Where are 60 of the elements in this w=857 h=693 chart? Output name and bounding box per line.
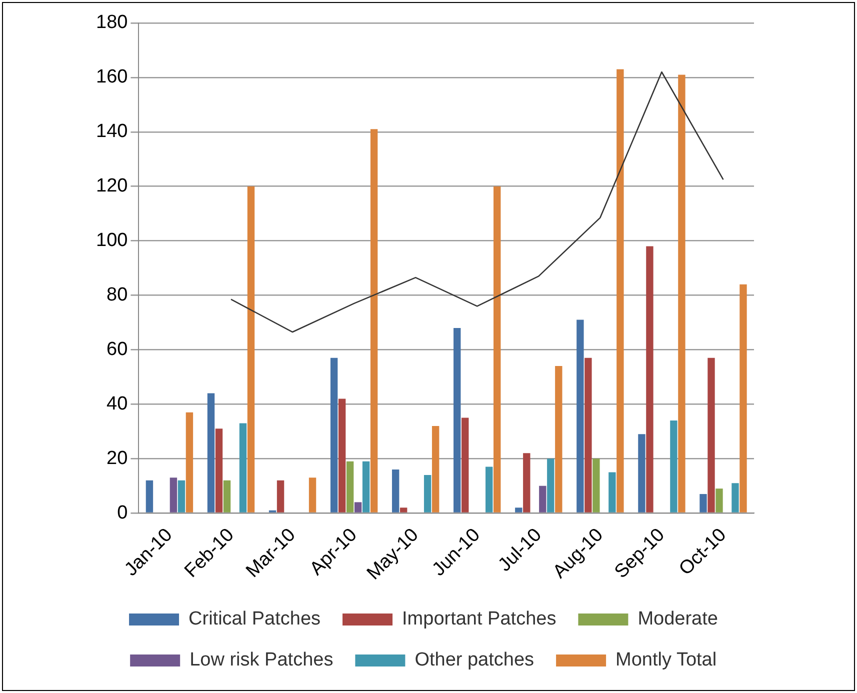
bar xyxy=(515,508,522,512)
y-tick-label: 60 xyxy=(106,338,128,360)
legend-label: Montly Total xyxy=(616,650,717,671)
bar xyxy=(616,69,624,512)
y-tick-label: 180 xyxy=(96,12,128,34)
bar xyxy=(362,461,370,512)
bar xyxy=(592,458,600,512)
bar xyxy=(424,474,432,512)
y-tick-label: 160 xyxy=(96,66,128,88)
bar xyxy=(486,466,493,512)
bar xyxy=(646,246,654,512)
bar xyxy=(276,480,284,512)
bar xyxy=(584,358,592,512)
bar xyxy=(700,494,707,512)
legend-label: Low risk Patches xyxy=(190,650,334,671)
bar xyxy=(370,129,378,512)
bar xyxy=(523,453,530,512)
bar xyxy=(462,418,469,512)
y-tick-label: 120 xyxy=(96,176,128,197)
y-tick-label: 0 xyxy=(117,502,128,524)
bar xyxy=(346,461,354,512)
bar xyxy=(186,412,194,512)
bar xyxy=(354,502,362,512)
bar xyxy=(732,483,739,512)
bar xyxy=(170,478,178,512)
bar xyxy=(247,186,255,512)
y-tick-label: 20 xyxy=(106,448,128,469)
bar xyxy=(454,328,461,512)
bar xyxy=(716,488,723,512)
bar xyxy=(400,508,408,512)
bar xyxy=(740,284,747,512)
bar xyxy=(539,486,546,512)
bar xyxy=(638,434,646,512)
bar xyxy=(708,358,715,512)
bar xyxy=(432,426,440,512)
bar xyxy=(494,186,501,512)
legend-label: Critical Patches xyxy=(188,608,321,630)
bar xyxy=(308,478,316,512)
bar xyxy=(576,320,584,512)
y-tick-label: 100 xyxy=(96,230,128,252)
bar xyxy=(608,472,616,512)
bar xyxy=(239,423,247,512)
y-tick-label: 40 xyxy=(106,393,128,414)
bar xyxy=(678,74,686,512)
legend-label: Moderate xyxy=(638,608,718,630)
legend-label: Other patches xyxy=(414,650,534,671)
bar xyxy=(215,428,223,512)
y-tick-label: 140 xyxy=(96,121,128,142)
bar xyxy=(223,480,231,512)
bar xyxy=(146,480,154,512)
bar xyxy=(330,358,338,512)
legend-label: Important Patches xyxy=(402,608,556,630)
y-tick-label: 80 xyxy=(106,284,128,306)
bar xyxy=(555,366,562,512)
bar xyxy=(392,470,400,512)
bar xyxy=(547,458,554,512)
bar xyxy=(338,398,346,512)
bar xyxy=(178,480,186,512)
bar xyxy=(207,393,215,512)
bar xyxy=(670,420,678,512)
